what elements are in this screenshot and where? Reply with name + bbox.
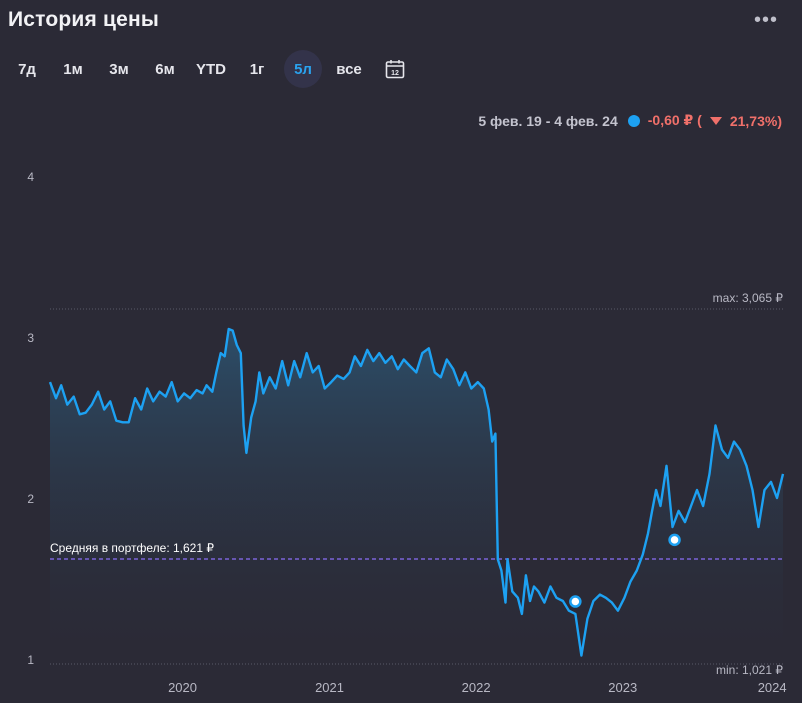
header: История цены ••• xyxy=(8,4,794,36)
y-tick-label: 2 xyxy=(27,492,34,506)
series-dot-icon xyxy=(627,114,640,127)
period-3m[interactable]: 3м xyxy=(109,60,129,78)
max-label: max: 3,065 ₽ xyxy=(713,291,784,305)
price-area xyxy=(50,329,783,659)
calendar-day: 12 xyxy=(391,70,399,77)
more-horizontal-icon[interactable]: ••• xyxy=(753,9,778,31)
period-selector: 7д 1м 3м 6м YTD 1г 5л все 12 xyxy=(8,50,414,88)
x-tick-label: 2020 xyxy=(168,680,197,695)
summary-row: 5 фев. 19 - 4 фев. 24 -0,60 ₽ ( 21,73%) xyxy=(478,112,782,129)
price-change-percent: 21,73%) xyxy=(729,112,782,129)
date-range: 5 фев. 19 - 4 фев. 24 xyxy=(478,112,618,129)
trade-marker xyxy=(668,533,681,547)
average-label: Средняя в портфеле: 1,621 ₽ xyxy=(50,541,214,555)
x-tick-label: 2023 xyxy=(608,680,637,695)
calendar-icon[interactable]: 12 xyxy=(376,59,414,79)
period-6m[interactable]: 6м xyxy=(155,60,175,78)
period-5y[interactable]: 5л xyxy=(284,50,322,88)
y-tick-label: 3 xyxy=(27,331,34,345)
x-tick-label: 2024 xyxy=(758,680,787,695)
x-tick-label: 2021 xyxy=(315,680,344,695)
period-1y[interactable]: 1г xyxy=(249,60,265,78)
period-ytd[interactable]: YTD xyxy=(196,60,226,78)
price-change: -0,60 ₽ ( xyxy=(647,112,702,128)
price-chart[interactable]: 4 3 2 1 max: 3,065 ₽ min: 1,021 ₽ Средняя в по… xyxy=(0,140,802,703)
trade-marker xyxy=(569,595,582,608)
x-tick-label: 2022 xyxy=(462,680,491,695)
calendar-glyph: 12 xyxy=(385,60,405,79)
period-7d[interactable]: 7д xyxy=(18,60,36,78)
down-triangle-icon xyxy=(709,116,722,125)
price-line xyxy=(48,327,785,657)
page-title: История цены xyxy=(8,8,160,31)
y-tick-label: 1 xyxy=(27,653,34,667)
min-label: min: 1,021 ₽ xyxy=(716,663,783,677)
period-all[interactable]: все xyxy=(336,60,362,78)
period-1m[interactable]: 1м xyxy=(63,60,83,78)
y-tick-label: 4 xyxy=(27,170,34,184)
